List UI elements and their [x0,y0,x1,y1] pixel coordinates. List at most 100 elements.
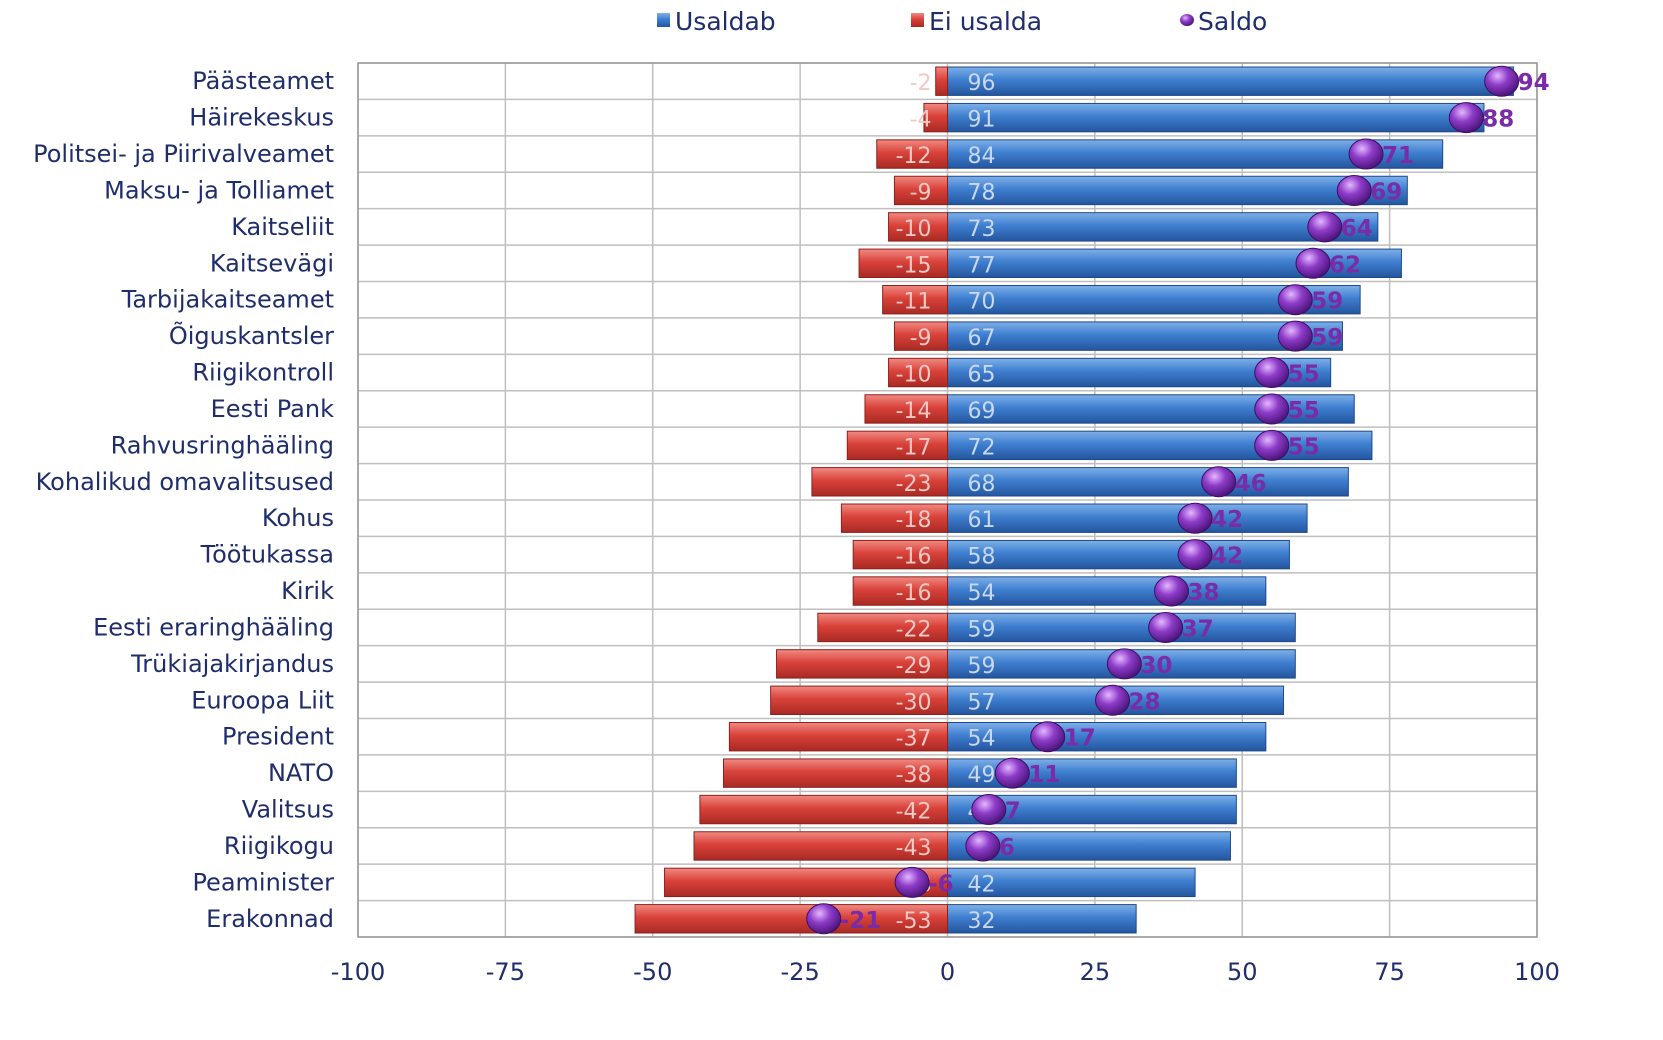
category-label: Tarbijakaitseamet [121,286,334,314]
data-label-saldo: 42 [1211,544,1243,570]
data-label-usaldab: 54 [968,727,996,752]
x-tick-label: -100 [331,958,385,986]
category-label: Eesti Pank [211,395,334,423]
saldo-marker [1255,394,1289,424]
data-label-saldo: 55 [1288,362,1320,388]
data-label-saldo: 59 [1311,325,1343,351]
plot-area: 96-291-484-1278-973-1077-1570-1167-965-1… [358,63,1550,937]
data-label-usaldab: 61 [968,508,996,533]
category-label: Häirekeskus [189,104,334,132]
bar-usaldab [948,468,1349,496]
x-tick-label: 75 [1374,958,1405,986]
saldo-marker [1485,66,1519,96]
data-label-usaldab: 73 [968,217,996,242]
category-label: Eesti eraringhääling [93,613,334,641]
category-label: President [222,723,334,751]
data-label-usaldab: 72 [968,435,996,460]
saldo-marker [1278,285,1312,315]
legend: Usaldab Ei usalda Saldo [657,7,1267,36]
x-tick-label: 50 [1227,958,1258,986]
data-label-ei-usalda: -10 [896,217,932,242]
data-label-ei-usalda: -38 [896,763,932,788]
data-label-usaldab: 32 [968,909,996,934]
saldo-marker [1255,358,1289,388]
legend-swatch-ei-usalda [911,13,924,27]
data-label-saldo: 55 [1288,398,1320,424]
data-label-usaldab: 65 [968,363,996,388]
saldo-marker [895,867,929,897]
data-label-saldo: 42 [1211,507,1243,533]
bar-ei-usalda [841,504,947,532]
data-label-usaldab: 59 [968,654,996,679]
category-label: Töötukassa [200,541,334,569]
data-label-saldo: 62 [1329,252,1361,278]
legend-label: Saldo [1198,7,1267,36]
data-label-ei-usalda: -37 [896,727,932,752]
data-label-ei-usalda: -43 [896,836,932,861]
category-label: Valitsus [242,796,334,824]
data-label-usaldab: 54 [968,581,996,606]
saldo-marker [1337,175,1371,205]
category-label: Kohus [262,504,334,532]
data-label-saldo: 55 [1288,434,1320,460]
data-label-ei-usalda: -15 [896,253,932,278]
data-label-usaldab: 96 [968,71,996,96]
data-label-saldo: 37 [1182,616,1214,642]
data-label-saldo: -6 [928,871,954,897]
data-label-usaldab: 59 [968,617,996,642]
data-label-saldo: 30 [1140,653,1172,679]
data-label-ei-usalda: -14 [896,399,932,424]
data-label-saldo: 17 [1064,726,1096,752]
x-tick-label: -50 [633,958,672,986]
data-label-usaldab: 70 [968,290,996,315]
x-tick-label: 25 [1080,958,1111,986]
data-label-ei-usalda: -42 [896,800,932,825]
category-label: Õiguskantsler [169,320,334,350]
data-label-saldo: 38 [1188,580,1220,606]
saldo-marker [1278,321,1312,351]
legend-marker-saldo [1180,14,1194,26]
saldo-marker [1178,503,1212,533]
data-label-saldo: 28 [1129,689,1161,715]
data-label-saldo: 71 [1382,143,1414,169]
bar-usaldab [948,613,1296,641]
data-label-ei-usalda: -11 [896,290,932,315]
data-label-usaldab: 68 [968,472,996,497]
category-label: Euroopa Liit [191,686,334,714]
data-label-usaldab: 49 [968,763,996,788]
data-label-ei-usalda: -9 [910,326,932,351]
data-label-usaldab: 67 [968,326,996,351]
data-label-usaldab: 57 [968,690,996,715]
legend-swatch-usaldab [657,13,670,27]
data-label-ei-usalda: -22 [896,617,932,642]
bar-usaldab [948,504,1308,532]
data-label-ei-usalda: -10 [896,363,932,388]
category-label: Riigikontroll [192,359,334,387]
data-label-saldo: 6 [999,835,1015,861]
saldo-marker [1349,139,1383,169]
category-label: Maksu- ja Tolliamet [104,176,334,204]
data-label-usaldab: 78 [968,180,996,205]
category-label: Kirik [281,577,334,605]
category-label: Riigikogu [224,832,334,860]
category-label: Kaitseliit [231,213,334,241]
data-label-saldo: 59 [1311,289,1343,315]
x-tick-label: -75 [486,958,525,986]
data-label-ei-usalda: -16 [896,581,932,606]
saldo-marker [1031,722,1065,752]
category-label: Kohalikud omavalitsused [36,468,334,496]
saldo-marker [1255,430,1289,460]
saldo-marker [807,904,841,934]
data-label-ei-usalda: -23 [896,472,932,497]
data-label-saldo: -21 [840,908,882,934]
x-tick-label: 100 [1514,958,1560,986]
data-label-saldo: 64 [1341,216,1373,242]
category-label: Trükiajakirjandus [130,650,334,678]
category-label: Erakonnad [206,905,334,933]
bar-usaldab [948,67,1514,95]
data-label-ei-usalda: -4 [910,108,932,133]
data-label-usaldab: 84 [968,144,996,169]
data-label-ei-usalda: -2 [910,71,932,96]
data-label-saldo: 11 [1028,762,1060,788]
